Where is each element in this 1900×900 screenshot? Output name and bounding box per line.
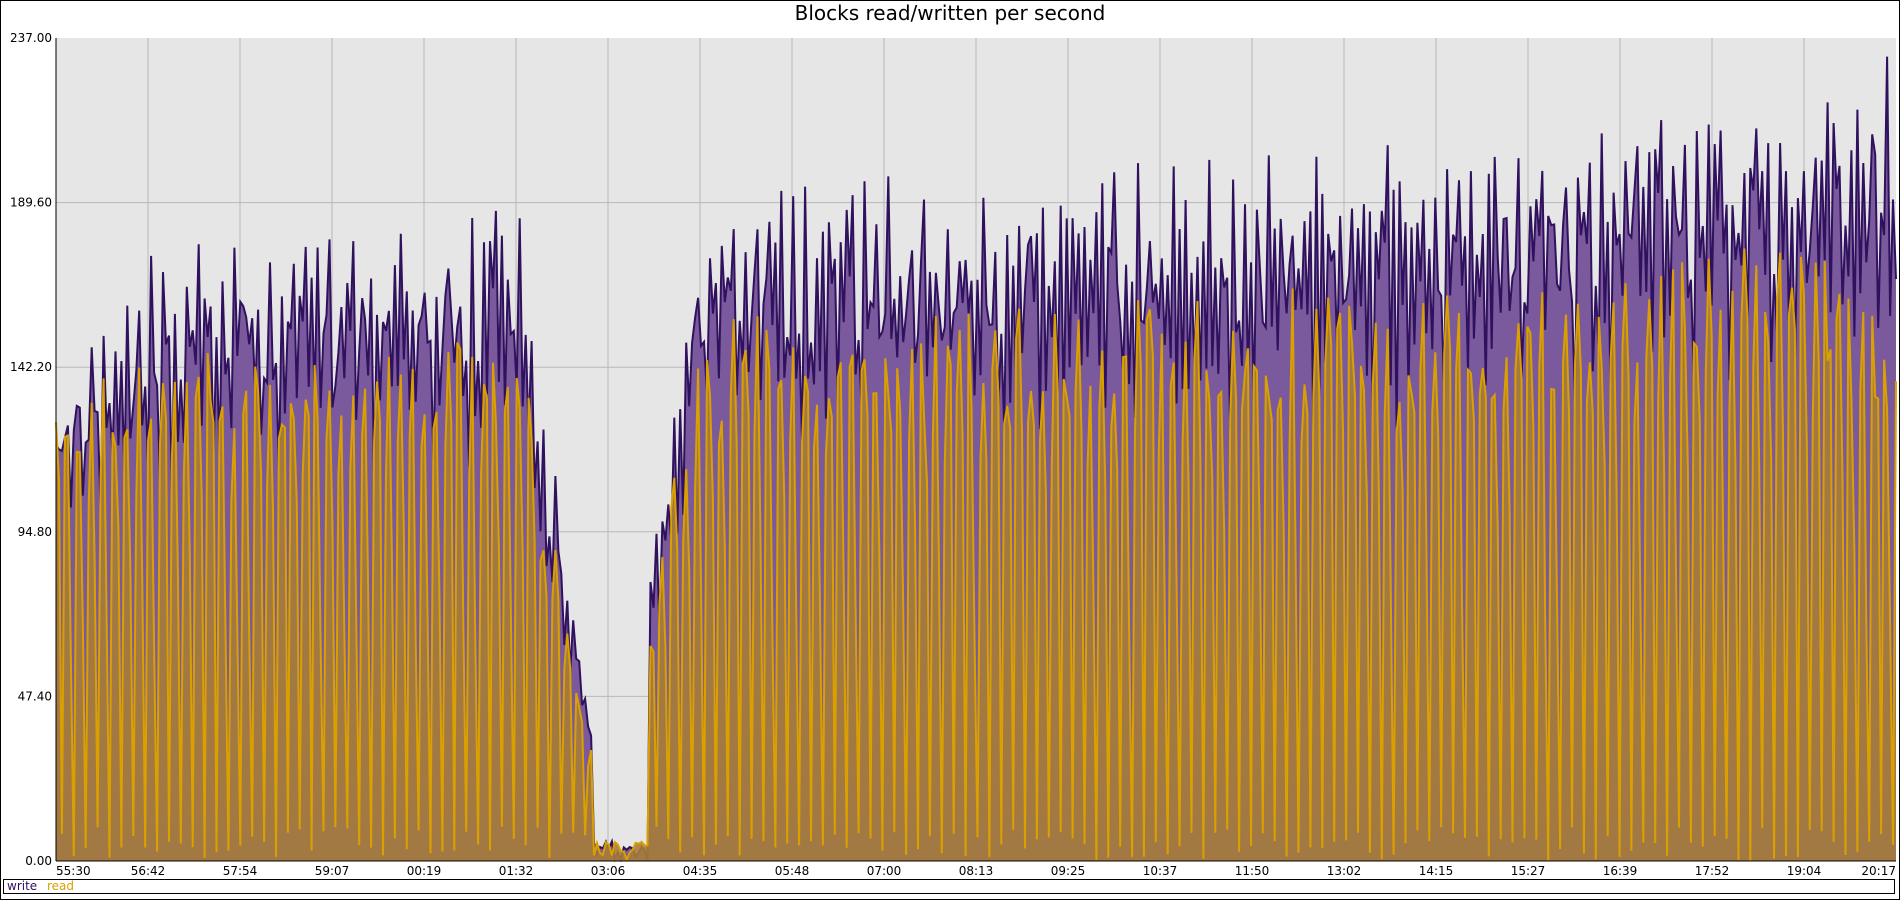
x-tick-label: 04:35 (683, 864, 718, 878)
read-series-line (55, 248, 1897, 863)
x-tick-label: 10:37 (1143, 864, 1178, 878)
x-tick-label: 11:50 (1235, 864, 1270, 878)
legend: write read (3, 879, 1895, 894)
y-tick-label: 142.20 (10, 360, 52, 374)
x-tick-label: 00:19 (407, 864, 442, 878)
y-tick-label: 0.00 (25, 854, 52, 868)
x-tick-label: 55:30 (56, 864, 91, 878)
x-tick-label: 13:02 (1327, 864, 1362, 878)
x-tick-label: 59:07 (315, 864, 350, 878)
x-tick-label: 56:42 (131, 864, 166, 878)
y-tick-label: 47.40 (18, 689, 52, 703)
y-tick-label: 237.00 (10, 31, 52, 45)
x-tick-label: 16:39 (1603, 864, 1638, 878)
x-tick-label: 03:06 (591, 864, 626, 878)
x-tick-label: 09:25 (1051, 864, 1086, 878)
x-tick-label: 08:13 (959, 864, 994, 878)
chart-plot: 0.00 47.40 94.80 142.20 189.60 237.00 55:30 56… (10, 31, 1897, 878)
x-tick-label: 07:00 (867, 864, 902, 878)
y-tick-label: 94.80 (18, 525, 52, 539)
chart-title: Blocks read/written per second (794, 1, 1106, 25)
read-series-area (56, 248, 1896, 862)
y-tick-labels: 0.00 47.40 94.80 142.20 189.60 237.00 (10, 31, 52, 868)
x-tick-labels: 55:30 56:42 57:54 59:07 00:19 01:32 03:06 04:35… (56, 864, 1896, 878)
x-tick-label: 05:48 (775, 864, 810, 878)
x-tick-label: 57:54 (223, 864, 258, 878)
legend-entry-write: write (7, 879, 38, 893)
x-tick-label: 14:15 (1419, 864, 1454, 878)
x-tick-label: 19:04 (1787, 864, 1822, 878)
axes (55, 38, 1896, 862)
write-series-line (55, 56, 1897, 863)
y-tick-label: 189.60 (10, 196, 52, 210)
x-tick-label: 01:32 (499, 864, 534, 878)
x-tick-label: 15:27 (1511, 864, 1546, 878)
legend-entry-read: read (47, 879, 75, 893)
x-tick-label: 17:52 (1695, 864, 1730, 878)
series-areas (55, 56, 1897, 863)
x-tick-label: 20:17 (1861, 864, 1896, 878)
